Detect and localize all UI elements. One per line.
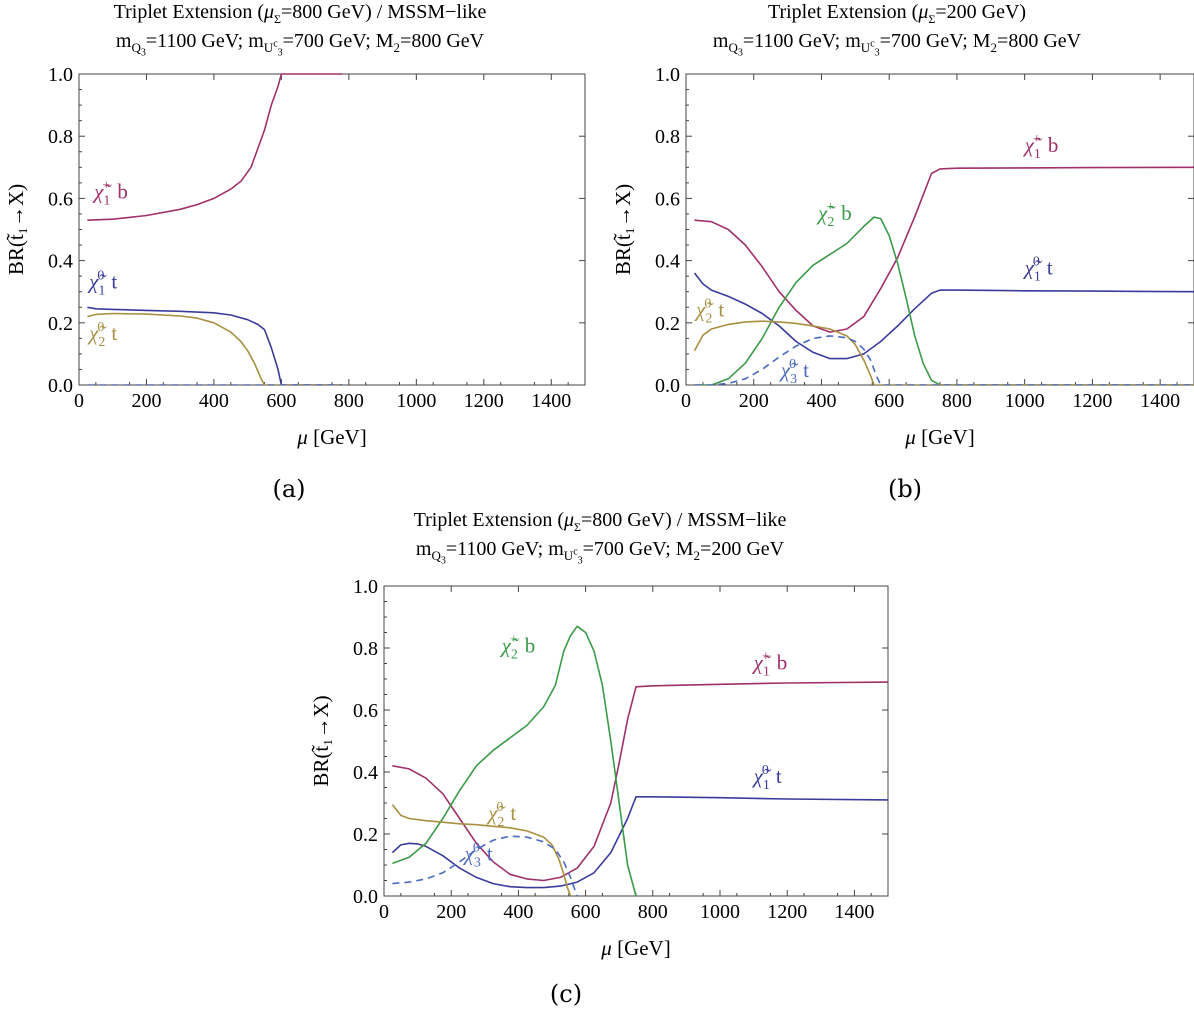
chart-panel-c: Triplet Extension (μΣ=800 GeV) / MSSM−li… [300,505,900,1019]
chart-plot-area: 0 200 400 600 800 1000 1200 1400 0.0 0.2 0.4 0.6 0.8… [0,52,600,512]
y-tick-label: 0.0 [48,375,73,397]
chart-title: Triplet Extension (μΣ=800 GeV) / MSSM−li… [300,509,900,538]
x-tick-label: 1200 [1072,390,1112,412]
y-axis-label: BR(t̃₁→X) [309,695,333,786]
figure-caption: (c) [536,980,596,1008]
chart-title: Triplet Extension (μΣ=200 GeV) [600,1,1194,30]
series-label-chi1p_b: χ̃1+b [92,178,128,208]
series-line-chi2_0_t [87,314,342,386]
series-label-chi1p_b: χ̃1+b [752,650,788,680]
series-line-chi2p_b [695,217,1194,385]
series-line-chi1_0_t [695,273,1194,359]
chart-panel-b: Triplet Extension (μΣ=200 GeV) mQ3=1100 … [600,0,1194,510]
plot-frame [79,74,585,385]
x-tick-label: 0 [379,901,389,923]
x-tick-label: 400 [199,390,229,412]
x-tick-label: 400 [503,901,533,923]
y-tick-label: 0.0 [655,375,680,397]
x-tick-label: 600 [571,901,601,923]
x-axis-label: μ [GeV] [904,425,974,449]
x-tick-label: 0 [74,390,84,412]
chart-panel-a: Triplet Extension (μΣ=800 GeV) / MSSM−li… [0,0,600,510]
x-tick-label: 1200 [464,390,504,412]
series-line-chi1p_b [695,167,1194,332]
series-label-chi1p_b: χ̃1+b [1023,132,1059,162]
chart-plot-area: 0 200 400 600 800 1000 1200 1400 0.0 0.2 0.4 0.6 0.8… [300,562,900,1022]
x-tick-label: 800 [942,390,972,412]
x-tick-label: 400 [806,390,836,412]
y-tick-label: 1.0 [48,64,73,86]
y-tick-label: 0.8 [48,126,73,148]
x-tick-label: 1400 [1140,390,1180,412]
series-line-chi3_0_t [695,336,1194,385]
chart-title: Triplet Extension (μΣ=800 GeV) / MSSM−li… [0,1,600,30]
x-tick-label: 1000 [700,901,740,923]
x-tick-label: 1200 [767,901,807,923]
x-tick-label: 800 [334,390,364,412]
y-tick-label: 0.2 [353,824,378,846]
x-tick-label: 800 [638,901,668,923]
series-label-chi2p_b: χ̃2+b [500,633,536,663]
x-axis-label: μ [GeV] [600,936,670,960]
x-tick-label: 1000 [1005,390,1045,412]
y-tick-label: 0.8 [353,638,378,660]
x-tick-label: 600 [874,390,904,412]
y-axis-label: BR(t̃₁→X) [611,184,635,275]
y-axis-label: BR(t̃₁→X) [4,184,28,275]
figure-caption: (b) [875,475,935,503]
chart-plot-area: 0 200 400 600 800 1000 1200 1400 0.0 0.2 0.4 0.6 0.8… [600,52,1194,512]
series-line-chi2p_b [392,626,636,896]
series-label-chi2p_b: χ̃2+b [816,200,852,230]
x-tick-label: 600 [266,390,296,412]
x-axis-label: μ [GeV] [296,425,366,449]
y-tick-label: 1.0 [655,64,680,86]
figure-caption: (a) [259,475,319,503]
plot-frame [384,586,888,896]
x-tick-label: 1400 [531,390,571,412]
x-tick-label: 1400 [834,901,874,923]
y-tick-label: 0.2 [48,313,73,335]
y-tick-label: 0.6 [48,188,73,210]
series-line-chi1_0_t [87,307,342,385]
y-tick-label: 1.0 [353,576,378,598]
x-tick-label: 1000 [396,390,436,412]
x-tick-label: 200 [436,901,466,923]
y-tick-label: 0.2 [655,313,680,335]
y-tick-label: 0.6 [353,700,378,722]
y-tick-label: 0.6 [655,188,680,210]
x-tick-label: 200 [739,390,769,412]
y-tick-label: 0.4 [48,251,73,273]
y-tick-label: 0.4 [655,251,680,273]
series-line-chi2_0_t [392,805,570,896]
series-line-chi2_0_t [695,321,1194,385]
x-tick-label: 0 [681,390,691,412]
y-tick-label: 0.4 [353,762,378,784]
y-tick-label: 0.0 [353,886,378,908]
y-tick-label: 0.8 [655,126,680,148]
x-tick-label: 200 [131,390,161,412]
